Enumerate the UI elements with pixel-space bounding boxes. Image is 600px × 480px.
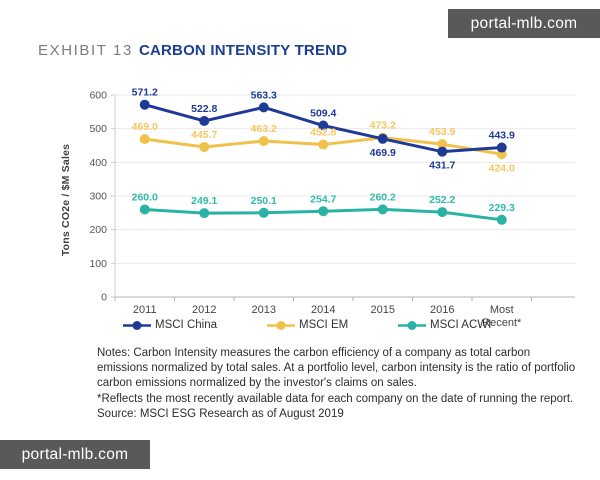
x-tick-label: 2011 — [133, 304, 157, 316]
y-tick-label: 0 — [101, 292, 107, 304]
data-label-msci-em: 453.9 — [429, 126, 455, 138]
data-label-msci-em: 445.7 — [191, 129, 217, 141]
data-label-msci-china: 443.9 — [489, 130, 515, 142]
data-point-msci-china — [318, 120, 329, 131]
y-tick-label: 300 — [89, 191, 107, 203]
data-point-msci-acwi — [258, 207, 269, 218]
exhibit-label: EXHIBIT 13 — [38, 42, 133, 59]
data-point-msci-acwi — [496, 214, 507, 225]
y-tick-label: 600 — [89, 90, 107, 102]
legend-marker-msci-china — [123, 320, 151, 330]
chart-title: CARBON INTENSITY TREND — [138, 42, 348, 59]
data-point-msci-em — [437, 139, 448, 150]
reflects-note: *Reflects the most recently available da… — [97, 392, 574, 405]
carbon-intensity-chart: 0 100 200 300 400 500 600 2011 2012 2013 2014 2015 2… — [89, 87, 575, 329]
data-point-msci-acwi — [139, 204, 150, 215]
y-tick-label: 400 — [89, 157, 107, 169]
legend-item-msci-china: MSCI China — [122, 319, 217, 331]
data-label-msci-acwi: 250.1 — [251, 195, 277, 207]
legend-item-msci-acwi: MSCI ACWI — [397, 319, 491, 331]
legend-label-msci-em: MSCI EM — [299, 319, 349, 331]
x-tick-label: 2014 — [311, 304, 335, 316]
x-tick-label: Most — [490, 304, 514, 316]
data-point-msci-china — [139, 99, 150, 110]
data-point-msci-em — [139, 134, 150, 145]
data-point-msci-china — [377, 133, 388, 144]
data-label-msci-acwi: 254.7 — [310, 193, 336, 205]
data-label-msci-em: 424.0 — [489, 162, 515, 174]
data-point-msci-em — [199, 141, 210, 152]
data-label-msci-china: 571.2 — [132, 87, 158, 99]
y-tick-label: 500 — [89, 123, 107, 135]
source-text: Source: MSCI ESG Research as of August 2… — [97, 407, 344, 420]
x-tick-label: Recent* — [482, 317, 522, 329]
data-point-msci-em — [318, 139, 329, 150]
legend-label-msci-acwi: MSCI ACWI — [430, 319, 492, 331]
y-tick-label: 100 — [89, 258, 107, 270]
data-label-msci-em: 452.8 — [310, 127, 336, 139]
x-tick-label: 2016 — [430, 304, 454, 316]
data-point-msci-china — [437, 146, 448, 157]
watermark-top: portal-mlb.com — [448, 9, 600, 38]
y-tick-label: 200 — [89, 224, 107, 236]
data-point-msci-china — [199, 115, 210, 126]
data-label-msci-china: 563.3 — [251, 89, 277, 101]
data-label-msci-china: 509.4 — [310, 108, 336, 120]
legend-marker-msci-acwi — [398, 320, 426, 330]
x-tick-label: 2013 — [252, 304, 276, 316]
data-label-msci-acwi: 229.3 — [489, 202, 515, 214]
x-tick-label: 2015 — [371, 304, 395, 316]
data-label-msci-em: 463.2 — [251, 123, 277, 135]
notes-block: Notes: Carbon Intensity measures the car… — [97, 346, 578, 422]
data-label-msci-em: 473.2 — [370, 120, 396, 132]
data-label-msci-acwi: 249.1 — [191, 195, 217, 207]
data-point-msci-em — [258, 136, 269, 147]
data-point-msci-acwi — [318, 206, 329, 217]
x-tick-label: 2012 — [192, 304, 216, 316]
data-label-msci-china: 469.9 — [370, 147, 396, 159]
data-label-msci-acwi: 260.2 — [370, 191, 396, 203]
data-point-msci-acwi — [437, 207, 448, 218]
data-point-msci-acwi — [377, 204, 388, 215]
data-label-msci-acwi: 252.2 — [429, 194, 455, 206]
legend-marker-msci-em — [267, 320, 295, 330]
data-label-msci-china: 431.7 — [429, 160, 455, 172]
data-point-msci-china — [496, 142, 507, 153]
notes-text: Notes: Carbon Intensity measures the car… — [97, 347, 576, 390]
data-label-msci-china: 522.8 — [191, 103, 217, 115]
watermark-bottom: portal-mlb.com — [0, 440, 150, 469]
page-title: EXHIBIT 13 CARBON INTENSITY TREND — [38, 42, 347, 59]
legend-item-msci-em: MSCI EM — [266, 319, 348, 331]
data-label-msci-acwi: 260.0 — [132, 191, 158, 203]
chart-legend: MSCI China MSCI EM MSCI ACWI — [0, 319, 600, 335]
data-point-msci-acwi — [199, 208, 210, 219]
data-label-msci-em: 469.0 — [132, 121, 158, 133]
legend-label-msci-china: MSCI China — [155, 319, 217, 331]
data-point-msci-china — [258, 102, 269, 113]
